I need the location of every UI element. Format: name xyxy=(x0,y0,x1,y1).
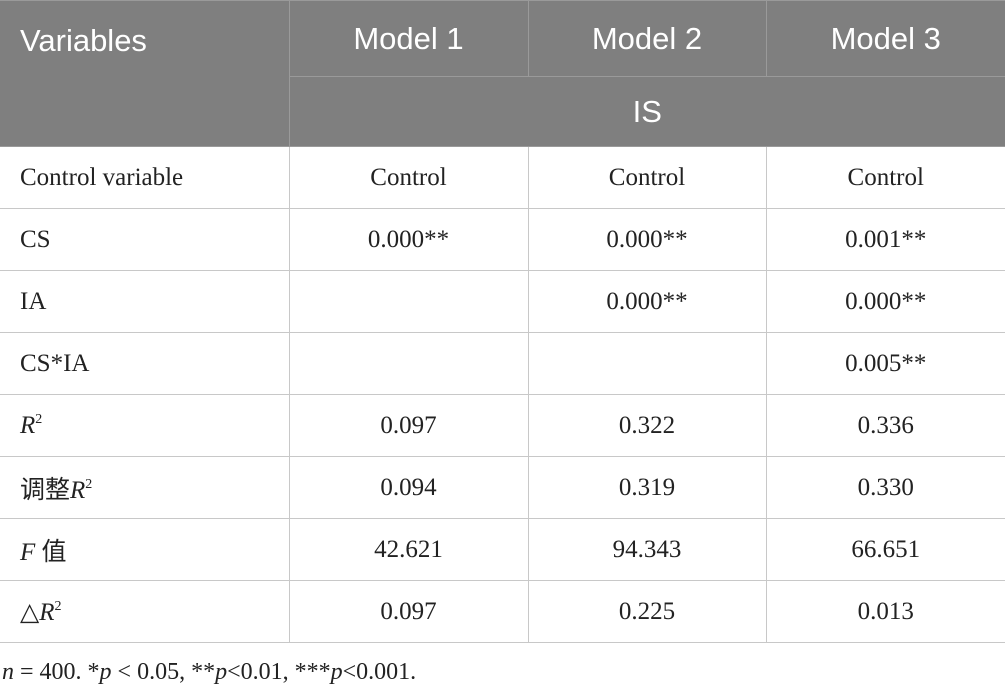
cell: 66.651 xyxy=(765,518,1005,581)
label-part: F xyxy=(20,538,36,566)
cell: 0.094 xyxy=(288,456,529,519)
label-part: R xyxy=(20,411,36,439)
row-label: △R2 xyxy=(0,580,290,643)
row: CS 0.000** 0.000** 0.001** xyxy=(0,208,1005,271)
row: △R2 0.097 0.225 0.013 xyxy=(0,580,1005,643)
cell: 0.322 xyxy=(527,394,767,457)
results-table: Variables Model 1 Model 2 Model 3 IS Con… xyxy=(0,0,1005,643)
row-label: 调整R2 xyxy=(0,456,290,519)
label-part: 2 xyxy=(35,411,43,427)
label-part: 2 xyxy=(85,476,93,492)
cell xyxy=(527,332,767,395)
cell: 0.330 xyxy=(765,456,1005,519)
label-part: 2 xyxy=(54,598,62,614)
cell: 42.621 xyxy=(288,518,529,581)
row: CS*IA 0.005** xyxy=(0,332,1005,395)
cell: Control xyxy=(527,146,767,209)
cell xyxy=(288,332,529,395)
footnote-part: n xyxy=(2,659,14,685)
label-part: △ xyxy=(20,598,40,626)
cell: Control xyxy=(288,146,529,209)
cell: Control xyxy=(765,146,1005,209)
header-cell: Model 2 xyxy=(527,0,767,77)
cell: 0.336 xyxy=(765,394,1005,457)
cell: 0.000** xyxy=(527,270,767,333)
label-part: 值 xyxy=(35,538,67,566)
row: 调整R2 0.094 0.319 0.330 xyxy=(0,456,1005,519)
row: Control variable Control Control Control xyxy=(0,146,1005,209)
cell: 0.001** xyxy=(765,208,1005,271)
footnote-part: p xyxy=(215,659,228,685)
footnote-part: = 400. * xyxy=(14,659,100,685)
row-label: CS*IA xyxy=(0,332,290,395)
header-cell: Variables xyxy=(0,0,290,147)
cell: 0.097 xyxy=(288,580,529,643)
label-part: R xyxy=(39,598,55,626)
row-label: R2 xyxy=(0,394,290,457)
label-part: 调整 xyxy=(20,476,71,504)
cell: 0.000** xyxy=(288,208,529,271)
row-label: Control variable xyxy=(0,146,290,209)
row: R2 0.097 0.322 0.336 xyxy=(0,394,1005,457)
footnote: n = 400. *p < 0.05, **p<0.01, ***p<0.001… xyxy=(2,659,1005,686)
header-cell: Model 1 xyxy=(288,0,529,77)
row: IA 0.000** 0.000** xyxy=(0,270,1005,333)
cell: 0.000** xyxy=(527,208,767,271)
row-label: IA xyxy=(0,270,290,333)
cell xyxy=(288,270,529,333)
cell: 0.225 xyxy=(527,580,767,643)
footnote-part: p xyxy=(99,659,112,685)
footnote-part: <0.001. xyxy=(342,659,417,685)
cell: 0.097 xyxy=(288,394,529,457)
footnote-part: p xyxy=(330,659,343,685)
cell: 0.319 xyxy=(527,456,767,519)
footnote-part: < 0.05, ** xyxy=(111,659,216,685)
cell: 0.000** xyxy=(765,270,1005,333)
header-cell: IS xyxy=(288,76,1005,147)
footnote-part: <0.01, *** xyxy=(227,659,331,685)
cell: 0.013 xyxy=(765,580,1005,643)
header-cell: Model 3 xyxy=(765,0,1005,77)
label-part: R xyxy=(70,476,86,504)
cell: 0.005** xyxy=(765,332,1005,395)
row-label: F 值 xyxy=(0,518,290,581)
cell: 94.343 xyxy=(527,518,767,581)
row: F 值 42.621 94.343 66.651 xyxy=(0,518,1005,581)
row-label: CS xyxy=(0,208,290,271)
